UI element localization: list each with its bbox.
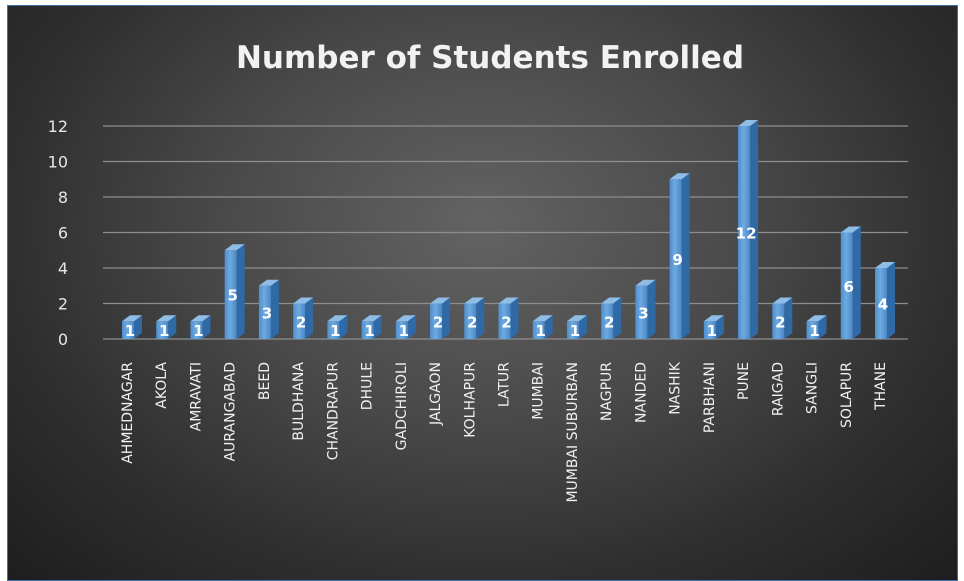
x-tick-label: KOLHAPUR: [462, 362, 478, 438]
y-tick-label: 8: [58, 188, 68, 207]
x-tick-label: JALGAON: [428, 362, 444, 426]
data-label: 1: [399, 322, 409, 340]
bar: [156, 315, 177, 339]
bar: [703, 315, 724, 339]
data-label: 1: [125, 322, 135, 340]
x-tick-label: AURANGABAD: [223, 362, 239, 461]
data-label: 2: [467, 313, 477, 331]
data-label: 3: [262, 304, 272, 322]
bar: [258, 279, 279, 339]
y-tick-label: 0: [58, 330, 68, 349]
x-tick-label: GADCHIROLI: [394, 362, 410, 450]
data-label: 5: [227, 287, 237, 305]
x-tick-label: NAGPUR: [599, 362, 615, 421]
data-label: 1: [707, 322, 717, 340]
data-label: 2: [433, 313, 443, 331]
bar: [772, 297, 793, 339]
bar: [430, 297, 451, 339]
bar: [190, 315, 211, 339]
data-label: 1: [536, 322, 546, 340]
y-tick-label: 12: [48, 117, 68, 136]
x-tick-label: AHMEDNAGAR: [120, 362, 136, 464]
y-tick-label: 4: [58, 259, 68, 278]
x-tick-label: NANDED: [633, 362, 649, 423]
bar: [122, 315, 142, 339]
y-axis: 0 2 4 6 8 10 12: [48, 117, 68, 349]
x-tick-label: MUMBAI SUBURBAN: [565, 362, 581, 503]
data-label: 4: [878, 296, 888, 314]
x-tick-label: DHULE: [360, 362, 376, 410]
data-label: 2: [604, 313, 614, 331]
data-label: 2: [775, 313, 785, 331]
data-label: 1: [193, 322, 203, 340]
bar: [875, 262, 895, 339]
x-tick-label: BEED: [257, 362, 273, 400]
data-label: 12: [736, 225, 757, 243]
data-label: 1: [159, 322, 169, 340]
bar: [464, 297, 485, 339]
x-tick-label: SANGLI: [805, 362, 821, 414]
bar: [806, 315, 827, 339]
bar: [395, 315, 416, 339]
bar: [601, 297, 622, 339]
bar: [566, 315, 587, 339]
x-axis: AHMEDNAGAR AKOLA AMRAVATI AURANGABAD BEED BUL…: [120, 361, 889, 502]
x-tick-label: AKOLA: [154, 362, 170, 409]
x-tick-label: THANE: [873, 362, 889, 411]
x-tick-label: BULDHANA: [291, 362, 307, 441]
bar: [635, 279, 656, 339]
x-tick-label: AMRAVATI: [188, 362, 204, 431]
x-tick-label: LATUR: [497, 362, 513, 407]
data-label: 1: [570, 322, 580, 340]
bar: [669, 173, 690, 339]
x-tick-label: RAIGAD: [770, 362, 786, 416]
bar: [361, 315, 382, 339]
data-label: 3: [638, 304, 648, 322]
data-label: 2: [501, 313, 511, 331]
bar: [840, 226, 861, 339]
bar: [498, 297, 519, 339]
x-tick-label: NASHIK: [668, 361, 684, 415]
data-label: 9: [672, 251, 682, 269]
bar: [327, 315, 348, 339]
y-tick-label: 2: [58, 295, 68, 314]
x-tick-label: PUNE: [736, 362, 752, 400]
data-label: 1: [330, 322, 340, 340]
x-tick-label: CHANDRAPUR: [325, 362, 341, 461]
bar: [224, 244, 245, 339]
x-tick-label: SOLAPUR: [839, 362, 855, 428]
bar: [293, 297, 314, 339]
data-label: 1: [364, 322, 374, 340]
data-label: 1: [809, 322, 819, 340]
y-tick-label: 6: [58, 224, 68, 243]
x-tick-label: MUMBAI: [531, 362, 547, 420]
data-label: 2: [296, 313, 306, 331]
bar: [738, 120, 759, 339]
chart-title: Number of Students Enrolled: [236, 40, 744, 76]
x-tick-label: PARBHANI: [702, 362, 718, 433]
bar: [532, 315, 553, 339]
y-tick-label: 10: [48, 153, 68, 172]
data-label: 6: [844, 278, 854, 296]
